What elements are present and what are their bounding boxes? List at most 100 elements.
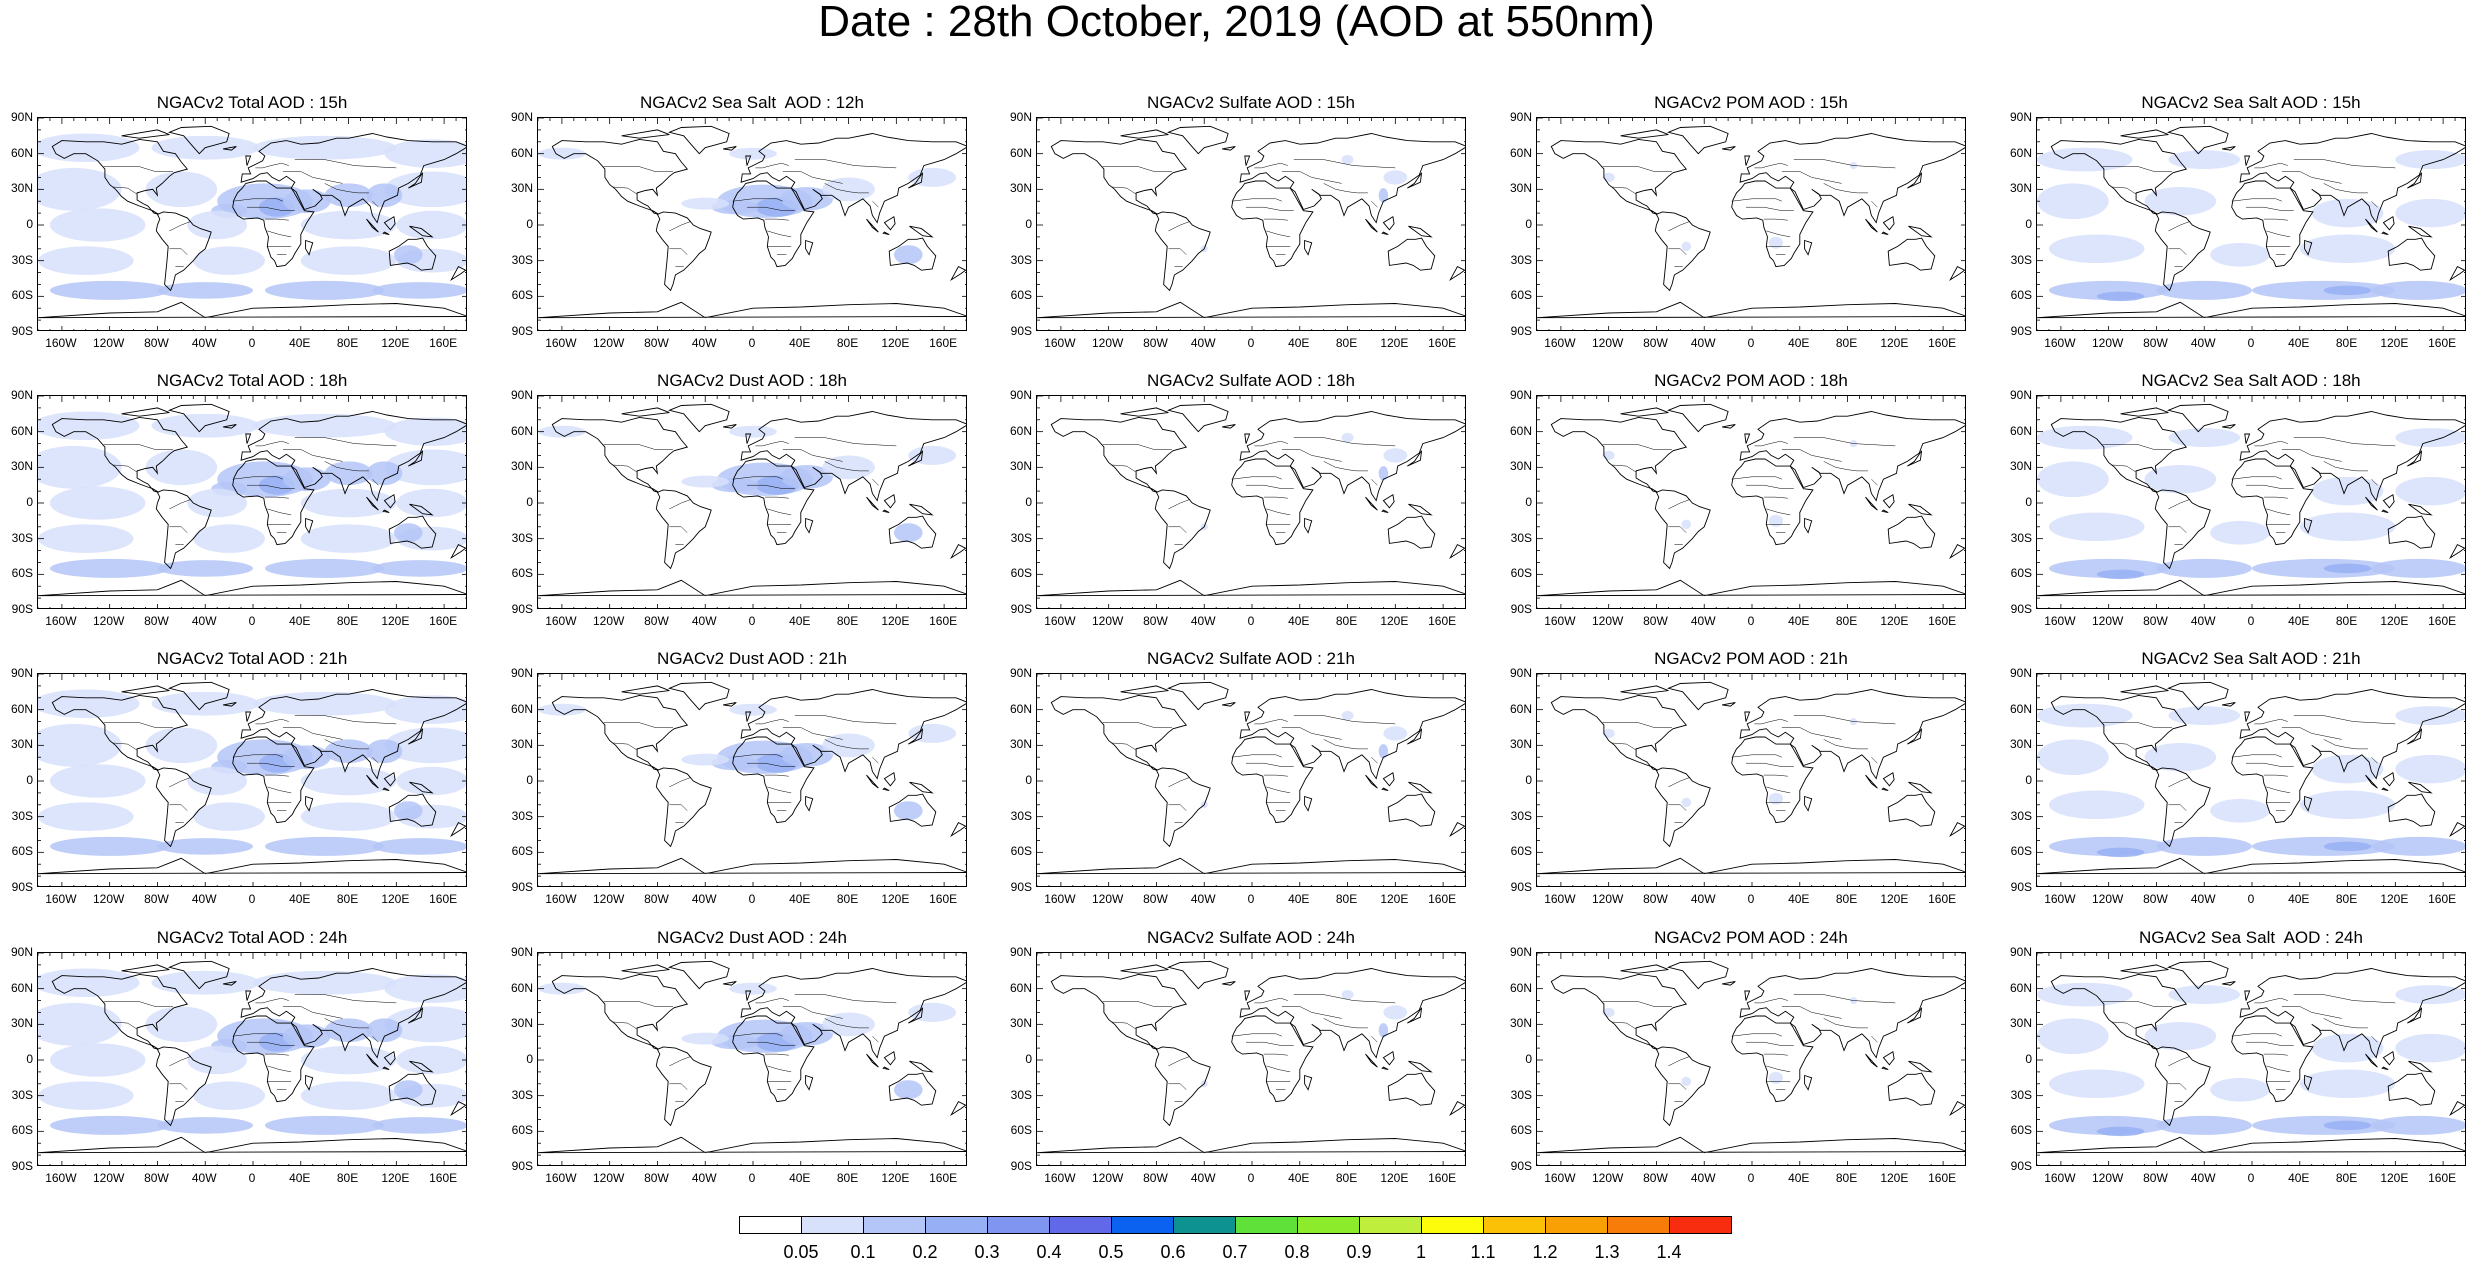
aod-region bbox=[145, 1006, 218, 1043]
coastline bbox=[1620, 964, 1669, 974]
country-border bbox=[1763, 774, 1788, 777]
country-border bbox=[603, 722, 673, 728]
coastline bbox=[1537, 301, 1965, 319]
country-border bbox=[1602, 1001, 1672, 1007]
map-panel: NGACv2 Total AOD : 15h 90N 60N 30N 0 30S 60S 90… bbox=[11, 93, 467, 357]
lat-tick-label: 0 bbox=[1525, 217, 1532, 231]
coastline bbox=[382, 787, 390, 791]
lat-tick-label: 60S bbox=[1010, 566, 1032, 581]
aod-region bbox=[1341, 710, 1354, 721]
lon-tick-label: 80E bbox=[1835, 892, 1858, 906]
aod-region bbox=[396, 488, 466, 518]
aod-region bbox=[38, 1002, 122, 1046]
coastline bbox=[866, 774, 879, 789]
map-panel: NGACv2 Total AOD : 18h 90N 60N 30N 0 30S 60S 90… bbox=[11, 371, 467, 635]
lat-tick-label: 60S bbox=[11, 844, 33, 859]
lat-tick-label: 60N bbox=[1009, 145, 1032, 160]
coastline bbox=[1244, 433, 1251, 444]
lat-tick-label: 30N bbox=[510, 1016, 533, 1031]
aod-region bbox=[38, 167, 122, 211]
coastline bbox=[888, 1072, 937, 1106]
lon-tick-label: 80W bbox=[144, 1171, 169, 1185]
country-border bbox=[2371, 1036, 2378, 1043]
lat-tick-label: 30N bbox=[1509, 1016, 1532, 1031]
coastline bbox=[866, 1053, 879, 1068]
country-border bbox=[1766, 786, 1791, 794]
panel-title: NGACv2 Dust AOD : 18h bbox=[657, 371, 847, 390]
country-border bbox=[794, 159, 897, 169]
aod-region bbox=[729, 982, 777, 995]
country-border bbox=[2263, 774, 2288, 777]
coastline bbox=[2381, 787, 2389, 791]
aod-map bbox=[2037, 396, 2465, 608]
country-border bbox=[732, 476, 783, 480]
coastline bbox=[1304, 239, 1313, 256]
lat-tick-label: 90N bbox=[2009, 110, 2032, 124]
country-border bbox=[1266, 786, 1291, 794]
aod-region bbox=[193, 246, 265, 275]
lat-tick-label: 90N bbox=[1509, 388, 1532, 402]
coastline bbox=[121, 685, 170, 695]
country-border bbox=[1246, 1041, 1294, 1046]
country-border bbox=[1371, 479, 1378, 486]
coastline bbox=[305, 795, 314, 812]
country-border bbox=[169, 221, 191, 232]
country-border bbox=[1231, 198, 1282, 202]
country-border bbox=[2266, 508, 2291, 516]
coastline bbox=[732, 458, 815, 546]
map-plot-area bbox=[1036, 117, 1466, 331]
coastline bbox=[2449, 822, 2465, 838]
country-border bbox=[1293, 715, 1396, 725]
lat-tick-label: 0 bbox=[1525, 1052, 1532, 1066]
country-border bbox=[2263, 218, 2288, 221]
country-border bbox=[264, 774, 289, 777]
country-border bbox=[1254, 997, 1288, 1004]
coastline bbox=[2154, 1046, 2211, 1127]
country-border bbox=[1371, 757, 1378, 764]
aod-region bbox=[145, 171, 218, 208]
coastline bbox=[240, 411, 466, 502]
country-border bbox=[1168, 248, 1187, 255]
country-border bbox=[732, 754, 783, 758]
coastline bbox=[2407, 172, 2423, 189]
country-border bbox=[1668, 499, 1690, 510]
aod-region bbox=[1768, 1071, 1784, 1084]
lon-tick-label: 120W bbox=[592, 892, 625, 906]
map-plot-area bbox=[537, 117, 967, 331]
coastline bbox=[882, 787, 890, 791]
lon-tick-label: 120E bbox=[1880, 1171, 1909, 1185]
country-border bbox=[764, 496, 789, 499]
lon-tick-label: 120E bbox=[1380, 336, 1409, 350]
lon-tick-label: 0 bbox=[748, 336, 756, 350]
coastline bbox=[2222, 981, 2236, 986]
country-border bbox=[2246, 206, 2294, 211]
lon-tick-label: 120E bbox=[381, 892, 410, 906]
aod-map bbox=[538, 396, 966, 608]
coastline bbox=[1722, 702, 1736, 707]
lat-tick-label: 60N bbox=[2009, 980, 2032, 995]
panel-title: NGACv2 Sulfate AOD : 15h bbox=[1147, 93, 1355, 112]
colorbar-swatch bbox=[1545, 1216, 1608, 1234]
lon-tick-label: 160W bbox=[45, 336, 77, 350]
country-border bbox=[2112, 186, 2137, 195]
lat-tick-label: 0 bbox=[1025, 217, 1032, 231]
lat-tick-label: 30N bbox=[1509, 181, 1532, 196]
coastline bbox=[723, 981, 737, 986]
coastline bbox=[1537, 579, 1965, 597]
lat-tick-label: 60S bbox=[511, 566, 533, 581]
lat-tick-label: 60N bbox=[510, 701, 533, 716]
coastline bbox=[655, 489, 712, 570]
lat-tick-label: 30S bbox=[1510, 530, 1532, 545]
country-border bbox=[755, 162, 789, 169]
coastline bbox=[1304, 517, 1313, 534]
country-border bbox=[2371, 757, 2378, 764]
coastline bbox=[167, 125, 230, 155]
colorbar-label: 1.1 bbox=[1470, 1242, 1496, 1262]
coastline bbox=[1304, 795, 1313, 812]
lon-tick-label: 80W bbox=[1143, 614, 1168, 628]
colorbar-label: 0.2 bbox=[912, 1242, 938, 1262]
country-border bbox=[1102, 444, 1172, 450]
lon-tick-label: 80W bbox=[144, 614, 169, 628]
country-border bbox=[1793, 437, 1896, 447]
coastline bbox=[2387, 793, 2436, 827]
